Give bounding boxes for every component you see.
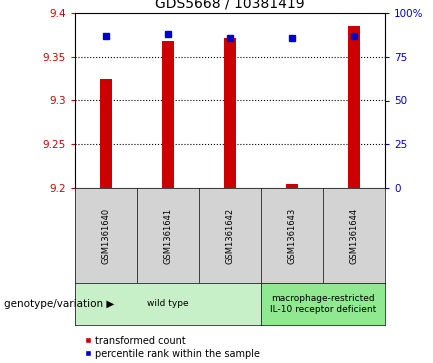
Bar: [349, 26, 359, 188]
Text: GSM1361643: GSM1361643: [288, 207, 297, 264]
Bar: [224, 38, 236, 188]
Bar: [286, 184, 297, 188]
Bar: [162, 41, 174, 188]
Text: GSM1361640: GSM1361640: [101, 207, 110, 264]
Title: GDS5668 / 10381419: GDS5668 / 10381419: [155, 0, 305, 11]
Text: GSM1361641: GSM1361641: [164, 207, 172, 264]
Text: macrophage-restricted
IL-10 receptor deficient: macrophage-restricted IL-10 receptor def…: [270, 294, 376, 314]
Text: GSM1361642: GSM1361642: [226, 207, 235, 264]
Legend: transformed count, percentile rank within the sample: transformed count, percentile rank withi…: [80, 332, 264, 363]
Text: GSM1361644: GSM1361644: [349, 207, 359, 264]
Text: wild type: wild type: [147, 299, 189, 309]
Bar: [100, 79, 112, 188]
Text: genotype/variation ▶: genotype/variation ▶: [4, 299, 115, 309]
